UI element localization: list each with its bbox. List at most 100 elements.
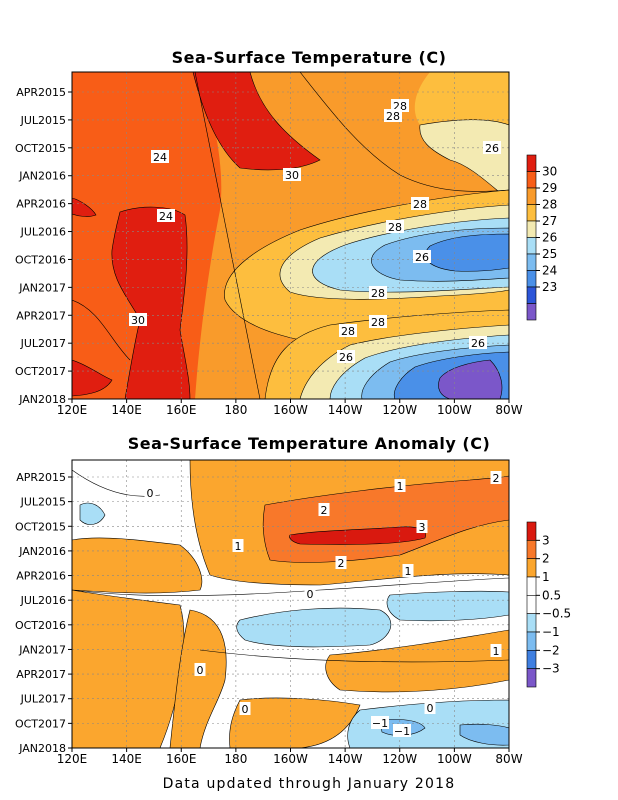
y-tick-label: OCT2017 xyxy=(15,717,66,730)
x-tick-label: 140E xyxy=(111,752,142,766)
y-tick-label: APR2015 xyxy=(16,471,66,484)
contour-label-bg xyxy=(424,701,436,714)
y-tick-label: JUL2017 xyxy=(20,337,66,350)
contour-label: 0 xyxy=(427,702,434,715)
contour-label: 28 xyxy=(413,198,427,211)
colorbar-label: −3 xyxy=(542,662,560,676)
contour-label: 1 xyxy=(405,565,412,578)
contour-label-bg xyxy=(402,564,414,577)
colorbar-swatch xyxy=(526,558,537,578)
y-tick-label: OCT2016 xyxy=(15,253,66,266)
contour-label-bg xyxy=(369,315,387,328)
contour-label: 0 xyxy=(307,588,314,601)
colorbar-swatch xyxy=(526,286,537,304)
chart-title-sst: Sea-Surface Temperature (C) xyxy=(171,48,447,67)
y-tick-label: APR2016 xyxy=(16,570,66,583)
contour-label-bg xyxy=(483,141,501,154)
y-tick-label: APR2016 xyxy=(16,198,66,211)
contour-label-bg xyxy=(393,724,411,737)
contour-label-bg xyxy=(369,286,387,299)
contour-label: 26 xyxy=(471,337,485,350)
contour-label-bg xyxy=(144,486,156,499)
x-tick-label: 120W xyxy=(382,752,417,766)
contour-label: 1 xyxy=(235,540,242,553)
y-tick-label: JAN2016 xyxy=(18,170,66,183)
footer-note: Data updated through January 2018 xyxy=(162,776,456,792)
colorbar-swatch xyxy=(526,631,537,651)
contour-label-bg xyxy=(335,556,347,569)
colorbar-swatch xyxy=(526,303,537,321)
contour-label-bg xyxy=(239,702,251,715)
contour-label-bg xyxy=(416,520,428,533)
contour-label: −1 xyxy=(394,725,410,738)
contour-label: −1 xyxy=(372,717,388,730)
contour-label: 24 xyxy=(153,151,167,164)
colorbar-label: 24 xyxy=(542,264,557,278)
y-tick-label: JAN2016 xyxy=(18,545,66,558)
x-tick-label: 160W xyxy=(273,403,308,417)
colorbar-label: 26 xyxy=(542,231,557,245)
colorbar-label: 23 xyxy=(542,280,557,294)
colorbar-label: 1 xyxy=(542,570,550,584)
colorbar-label: 3 xyxy=(542,533,550,547)
y-tick-label: APR2015 xyxy=(16,86,66,99)
colorbar-swatch xyxy=(526,154,537,172)
y-tick-label: JUL2016 xyxy=(20,226,66,239)
colorbar-label: 29 xyxy=(542,181,557,195)
colorbar-swatch xyxy=(526,613,537,633)
chart-title-anomaly: Sea-Surface Temperature Anomaly (C) xyxy=(127,434,491,453)
colorbar-label: 25 xyxy=(542,247,557,261)
colorbar-swatch xyxy=(526,576,537,596)
contour-label-bg xyxy=(413,250,431,263)
x-tick-label: 120W xyxy=(382,403,417,417)
x-tick-label: 140E xyxy=(111,403,142,417)
contour-label: 26 xyxy=(415,251,429,264)
y-tick-label: JUL2015 xyxy=(20,496,66,509)
y-tick-label: APR2017 xyxy=(16,668,66,681)
contour-label: 0 xyxy=(242,703,249,716)
colorbar-swatch xyxy=(526,668,537,688)
x-tick-label: 120E xyxy=(57,752,88,766)
contour-label-bg xyxy=(304,587,316,600)
x-tick-label: 140W xyxy=(328,752,363,766)
y-tick-label: OCT2017 xyxy=(15,365,66,378)
contour-label: 26 xyxy=(339,351,353,364)
x-tick-label: 180 xyxy=(224,403,247,417)
y-tick-label: JAN2017 xyxy=(18,643,66,656)
x-tick-label: 100W xyxy=(437,403,472,417)
contour-label: 3 xyxy=(419,521,426,534)
colorbar-swatch xyxy=(526,540,537,559)
contour-label-bg xyxy=(318,503,330,516)
sst-plot-area: 120E 140E 160E 180 160W 140W 120W 100W 80W APR20… xyxy=(15,71,557,417)
x-tick-label: 80W xyxy=(495,403,522,417)
x-tick-label: 160E xyxy=(166,752,197,766)
y-tick-label: JUL2016 xyxy=(20,594,66,607)
contour-label-bg xyxy=(391,99,409,112)
contour-label: 26 xyxy=(485,142,499,155)
contour-label: 0 xyxy=(197,664,204,677)
colorbar-swatch xyxy=(526,237,537,255)
contour-label: 28 xyxy=(388,221,402,234)
colorbar-swatch xyxy=(526,270,537,288)
y-tick-label: OCT2015 xyxy=(15,520,66,533)
contour-label: 30 xyxy=(131,314,145,327)
x-tick-label: 160E xyxy=(166,403,197,417)
contour-label-bg xyxy=(469,336,487,349)
colorbar-swatch xyxy=(526,521,537,541)
contour-label: 28 xyxy=(341,325,355,338)
contour-label-bg xyxy=(157,209,175,222)
contour-label-bg xyxy=(386,220,404,233)
anomaly-plot-area: 120E 140E 160E 180 160W 140W 120W 100W 80W APR20… xyxy=(15,459,571,766)
contour-label: 28 xyxy=(371,287,385,300)
contour-label-bg xyxy=(371,716,389,729)
colorbar-label: 2 xyxy=(542,552,550,566)
contour-label-bg xyxy=(283,168,301,181)
y-tick-label: OCT2015 xyxy=(15,142,66,155)
colorbar-label: 27 xyxy=(542,214,557,228)
colorbar-swatch xyxy=(526,171,537,189)
contour-label: 0 xyxy=(147,487,154,500)
colorbar-label: 0.5 xyxy=(542,588,561,602)
contour-label-bg xyxy=(490,644,502,657)
contour-label: 2 xyxy=(493,472,500,485)
